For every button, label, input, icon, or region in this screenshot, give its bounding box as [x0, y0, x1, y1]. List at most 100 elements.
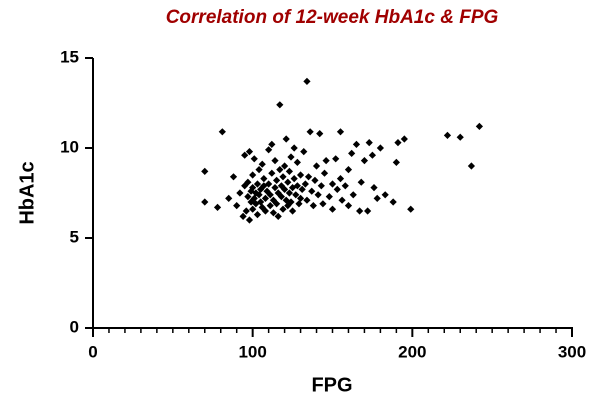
point [296, 194, 305, 202]
point [298, 185, 306, 193]
point [349, 191, 357, 199]
x-tick-label: 0 [88, 342, 97, 361]
point [287, 198, 295, 206]
point [467, 162, 476, 170]
point [332, 155, 340, 163]
chart-title: Correlation of 12-week HbA1c & FPG [166, 7, 499, 28]
point [293, 182, 301, 190]
point [317, 182, 325, 190]
point [258, 203, 266, 211]
point [288, 207, 297, 215]
point [236, 189, 244, 197]
point [394, 139, 402, 147]
y-tick-label: 10 [60, 137, 79, 156]
y-axis-label: HbA1c [16, 161, 38, 224]
point [296, 171, 305, 179]
point [370, 184, 378, 192]
point [271, 184, 279, 192]
point [475, 122, 483, 130]
point [249, 184, 257, 192]
point [328, 180, 337, 188]
point [268, 140, 276, 148]
point [255, 166, 263, 174]
point [348, 149, 356, 157]
y-tick-label: 15 [60, 47, 79, 66]
point [338, 196, 346, 204]
y-tick-label: 5 [70, 227, 79, 246]
point [400, 135, 408, 143]
point [300, 148, 308, 156]
point [322, 157, 330, 165]
point [281, 162, 289, 170]
point [242, 207, 250, 215]
point [293, 158, 301, 166]
point [266, 202, 274, 210]
point [201, 167, 209, 175]
point [252, 189, 260, 197]
point [253, 180, 262, 188]
point [308, 187, 316, 195]
x-tick-label: 100 [238, 342, 266, 361]
point [356, 207, 364, 215]
point [290, 175, 298, 183]
point [285, 189, 293, 197]
point [249, 171, 257, 179]
point [365, 139, 373, 147]
point [265, 180, 273, 188]
point [389, 198, 397, 206]
point [277, 193, 286, 201]
point [333, 185, 341, 193]
point [225, 194, 233, 202]
point [266, 191, 274, 199]
point [316, 130, 324, 138]
point [241, 151, 249, 159]
point [364, 207, 372, 215]
point [314, 191, 322, 199]
point [257, 198, 265, 206]
point [258, 160, 266, 168]
point [287, 153, 295, 161]
point [320, 169, 329, 177]
point [284, 178, 292, 186]
point [255, 191, 263, 199]
point [252, 200, 260, 208]
point [244, 193, 252, 201]
point [360, 157, 369, 165]
point [233, 202, 241, 210]
point [311, 176, 319, 184]
point [344, 202, 353, 210]
x-axis-label: FPG [311, 374, 352, 396]
point [260, 182, 268, 190]
point [276, 166, 284, 174]
point [282, 135, 290, 143]
point [245, 148, 254, 156]
point [295, 200, 303, 208]
point [268, 169, 276, 177]
point [244, 178, 252, 186]
point [381, 191, 389, 199]
point [260, 175, 268, 183]
point [282, 196, 290, 204]
point [456, 133, 464, 141]
point [328, 205, 337, 213]
point [303, 77, 311, 85]
point [239, 212, 247, 220]
point [303, 196, 311, 204]
point [309, 202, 317, 210]
x-tick-label: 200 [398, 342, 426, 361]
x-tick-label: 300 [558, 342, 586, 361]
point [253, 211, 262, 219]
point [250, 155, 258, 163]
point [261, 194, 270, 202]
point [273, 200, 281, 208]
point [357, 178, 365, 186]
y-tick-label: 0 [70, 317, 79, 336]
point [392, 158, 400, 166]
point [218, 128, 226, 136]
point [290, 144, 298, 152]
point [443, 131, 452, 139]
point [285, 167, 293, 175]
point [250, 194, 258, 202]
point [213, 203, 222, 211]
